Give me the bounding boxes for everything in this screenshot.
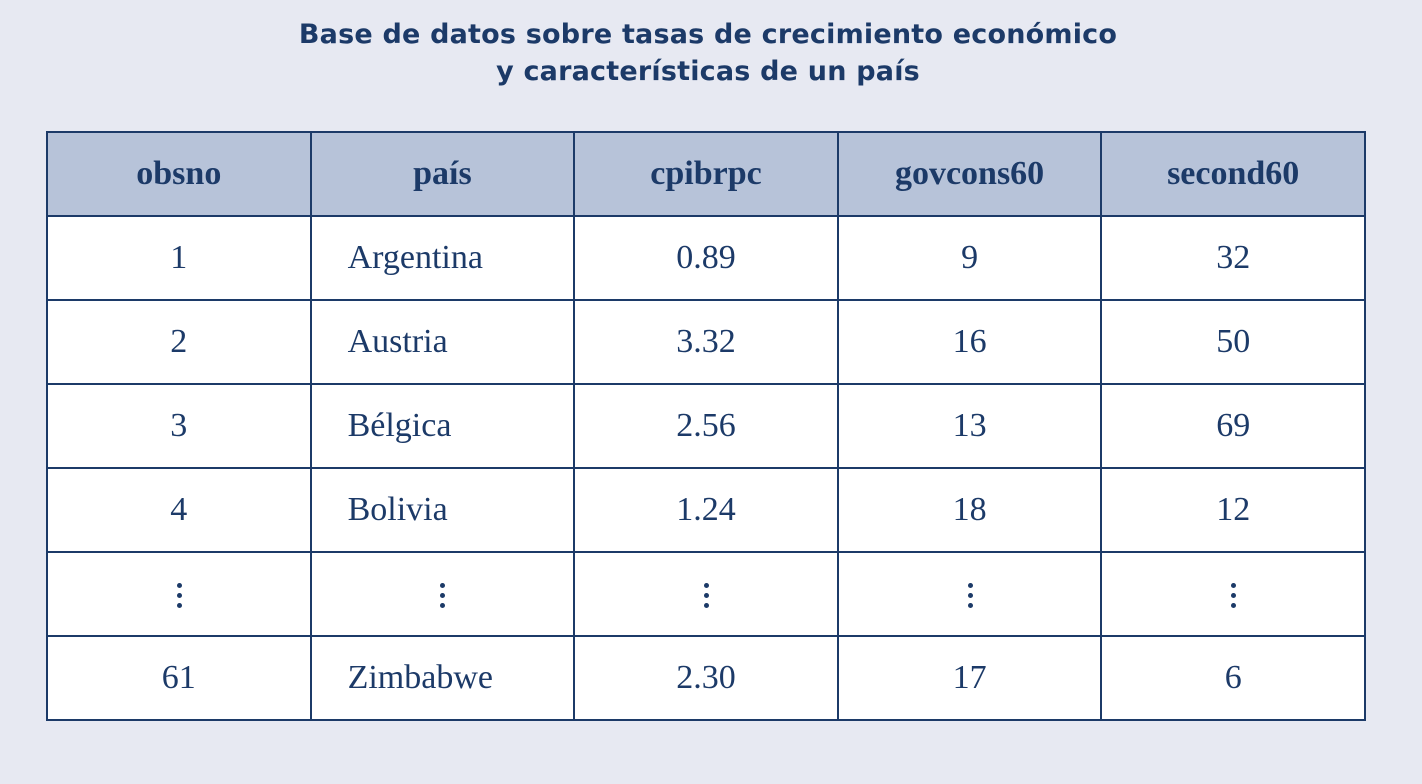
- table-header-row: obsno país cpibrpc govcons60 second60: [46, 131, 1366, 217]
- header-pais: país: [309, 131, 576, 217]
- cell-pais: Bélgica: [309, 383, 576, 469]
- table-row: 4 Bolivia 1.24 18 12: [46, 467, 1366, 553]
- table-row: 3 Bélgica 2.56 13 69: [46, 383, 1366, 469]
- table-row: 61 Zimbabwe 2.30 17 6: [46, 635, 1366, 721]
- page-title: Base de datos sobre tasas de crecimiento…: [0, 16, 1416, 90]
- title-line-2: y características de un país: [496, 56, 920, 87]
- cell-cpibrpc: 2.30: [573, 635, 839, 721]
- header-govcons60: govcons60: [836, 131, 1103, 217]
- cell-second60: 12: [1100, 467, 1366, 553]
- vertical-ellipsis-icon: [703, 581, 709, 611]
- data-table: obsno país cpibrpc govcons60 second60 1 …: [46, 131, 1366, 721]
- table-row-ellipsis: [46, 551, 1366, 637]
- cell-pais: Zimbabwe: [309, 635, 576, 721]
- vertical-ellipsis-icon: [1230, 581, 1237, 611]
- cell-pais: Austria: [309, 299, 576, 385]
- cell-second60: 6: [1100, 635, 1366, 721]
- cell-govcons60: 16: [836, 299, 1103, 385]
- cell-obsno: 2: [46, 299, 312, 385]
- table-row: 2 Austria 3.32 16 50: [46, 299, 1366, 385]
- cell-pais: Bolivia: [309, 467, 576, 553]
- cell-second60: 32: [1100, 215, 1366, 301]
- cell-second60: 50: [1100, 299, 1366, 385]
- cell-cpibrpc: 0.89: [573, 215, 839, 301]
- cell-cpibrpc: 3.32: [573, 299, 839, 385]
- table-row: 1 Argentina 0.89 9 32: [46, 215, 1366, 301]
- cell-second60: [1100, 551, 1366, 637]
- cell-obsno: 61: [46, 635, 312, 721]
- vertical-ellipsis-icon: [439, 581, 446, 611]
- cell-obsno: [46, 551, 312, 637]
- vertical-ellipsis-icon: [176, 581, 182, 611]
- header-second60: second60: [1100, 131, 1366, 217]
- cell-cpibrpc: 2.56: [573, 383, 839, 469]
- cell-obsno: 1: [46, 215, 312, 301]
- cell-govcons60: 9: [836, 215, 1103, 301]
- header-obsno: obsno: [46, 131, 312, 217]
- cell-pais: Argentina: [309, 215, 576, 301]
- cell-cpibrpc: [573, 551, 839, 637]
- cell-cpibrpc: 1.24: [573, 467, 839, 553]
- header-cpibrpc: cpibrpc: [573, 131, 839, 217]
- cell-govcons60: 13: [836, 383, 1103, 469]
- cell-obsno: 3: [46, 383, 312, 469]
- cell-pais: [309, 551, 576, 637]
- cell-second60: 69: [1100, 383, 1366, 469]
- cell-govcons60: 18: [836, 467, 1103, 553]
- cell-govcons60: 17: [836, 635, 1103, 721]
- cell-govcons60: [836, 551, 1103, 637]
- vertical-ellipsis-icon: [967, 581, 973, 611]
- cell-obsno: 4: [46, 467, 312, 553]
- title-line-1: Base de datos sobre tasas de crecimiento…: [298, 19, 1118, 50]
